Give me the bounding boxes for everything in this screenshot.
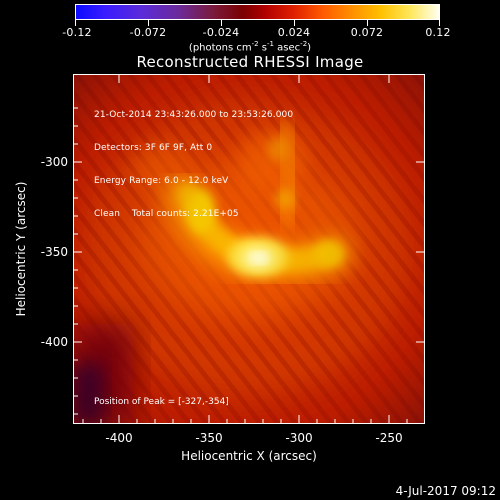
- y-axis-title: Heliocentric Y (arcsec): [14, 181, 28, 317]
- colorbar-tick: [221, 20, 222, 26]
- y-tick-label: -300: [40, 155, 68, 169]
- x-tick-label: -350: [195, 431, 223, 445]
- colorbar-tick-label: -0.024: [202, 26, 240, 39]
- detectors-label: Detectors: 3F 6F 9F, Att 0: [94, 143, 213, 153]
- colorbar-tick-label: 0.12: [425, 26, 451, 39]
- x-axis-title: Heliocentric X (arcsec): [181, 449, 317, 463]
- colorbar-tick: [367, 20, 368, 26]
- time-range-label: 21-Oct-2014 23:43:26.000 to 23:53:26.000: [94, 110, 294, 120]
- date-stamp: 4-Jul-2017 09:12: [395, 484, 496, 498]
- colorbar-ticks: [75, 20, 440, 28]
- colorbar-tick: [75, 20, 76, 26]
- image-title: Reconstructed RHESSI Image: [136, 53, 364, 71]
- x-tick-label: -300: [285, 431, 313, 445]
- colorbar-tick: [294, 20, 295, 26]
- colorbar-tick-label: 0.072: [350, 26, 384, 39]
- colorbar-tick: [148, 20, 149, 26]
- colorbar-tick-label: -0.072: [129, 26, 167, 39]
- rhessi-image-map: [73, 74, 425, 424]
- colorbar-units: (photons cm-2 s-1 asec-2): [188, 40, 312, 54]
- y-tick-label: -400: [40, 335, 68, 349]
- y-tick-label: -350: [40, 245, 68, 259]
- colorbar-tick-label: 0.024: [277, 26, 311, 39]
- rhessi-image: [73, 74, 425, 424]
- colorbar: [75, 4, 440, 20]
- x-tick-label: -250: [375, 431, 403, 445]
- colorbar-tick: [439, 20, 440, 26]
- observation-info: 21-Oct-2014 23:43:26.000 to 23:53:26.000…: [94, 88, 293, 231]
- x-tick-label: -400: [105, 431, 133, 445]
- colorbar-tick-label: -0.12: [62, 26, 92, 39]
- method-counts-label: Clean Total counts: 2.21E+05: [94, 209, 239, 219]
- peak-position-label: Position of Peak = [-327,-354]: [94, 397, 229, 407]
- energy-range-label: Energy Range: 6.0 - 12.0 keV: [94, 176, 229, 186]
